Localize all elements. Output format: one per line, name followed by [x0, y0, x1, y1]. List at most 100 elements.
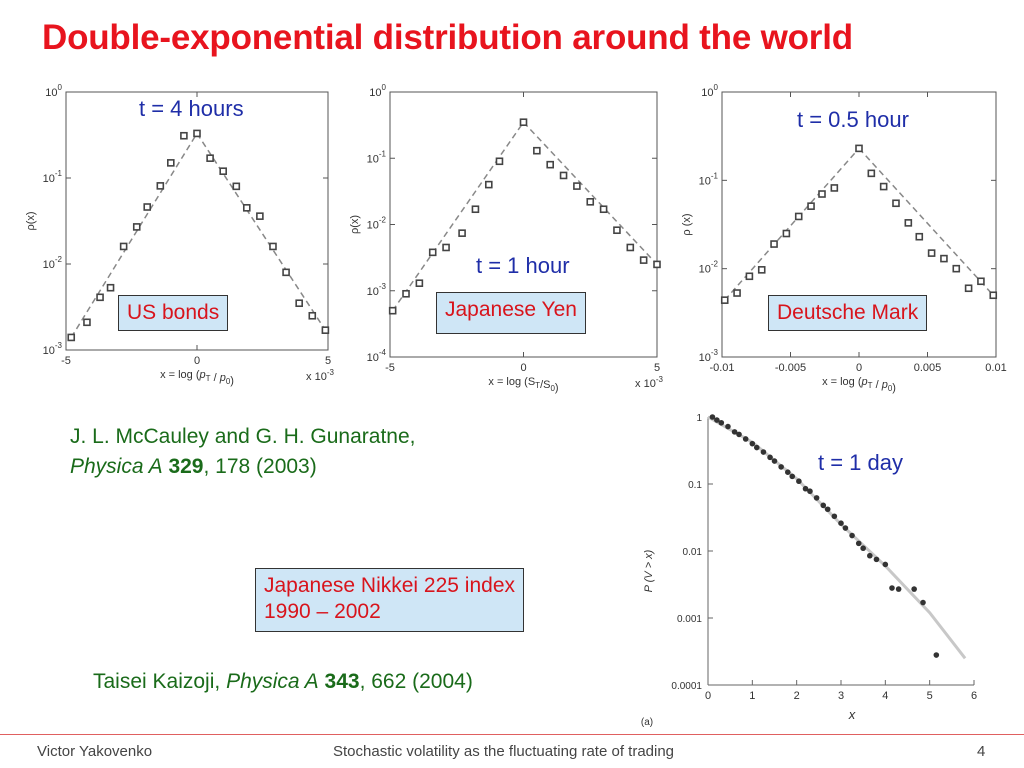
- fit-line-right: [858, 147, 994, 296]
- x-tick-label: 1: [749, 690, 755, 702]
- y-tick-label: 10-3: [43, 341, 63, 357]
- fit-line-right: [522, 121, 658, 265]
- data-point: [753, 444, 760, 451]
- data-point: [964, 284, 973, 293]
- x-tick-label: -5: [61, 355, 71, 367]
- data-point: [206, 154, 214, 162]
- data-point: [725, 423, 731, 430]
- chart-japanese-yen: 100 10-1 10-2 10-3 10-4-5 0 5x 10-3 x = log (ST…: [349, 83, 664, 394]
- data-point: [818, 190, 826, 198]
- data-point: [794, 212, 803, 221]
- data-point: [749, 440, 756, 447]
- data-point: [321, 326, 330, 334]
- data-point: [626, 243, 635, 252]
- chart-us-bonds: 100 10-1 10-2 10-3-5 0 5x 10-3 x = log (pT / p…: [25, 83, 335, 387]
- data-point: [402, 289, 410, 298]
- reference-mccauley-authors: J. L. McCauley and G. H. Gunaratne,: [70, 425, 416, 448]
- data-point: [796, 478, 802, 485]
- data-point: [767, 454, 773, 461]
- data-point: [770, 240, 778, 248]
- data-point: [860, 545, 866, 552]
- data-point: [920, 599, 926, 606]
- x-scale-label: x 10-3: [306, 368, 334, 383]
- x-tick-label: 0: [520, 362, 526, 374]
- data-point: [573, 182, 581, 190]
- data-point: [895, 586, 902, 592]
- data-point: [559, 171, 568, 180]
- x-tick-label: 6: [971, 690, 977, 702]
- journal-name: Physica A: [226, 670, 319, 693]
- data-point: [731, 429, 738, 435]
- volume: 329: [168, 455, 204, 478]
- data-point: [471, 205, 480, 214]
- data-point: [242, 204, 251, 212]
- data-point: [256, 212, 264, 220]
- data-point: [807, 202, 815, 210]
- data-point: [736, 431, 742, 438]
- x-tick-label: 0: [194, 355, 200, 367]
- y-tick-label: 0.1: [688, 480, 702, 491]
- y-tick-label: 100: [701, 83, 718, 99]
- fit-line-left: [392, 121, 525, 312]
- data-point: [428, 248, 437, 257]
- data-point: [867, 169, 876, 178]
- data-point: [106, 283, 115, 292]
- data-point: [778, 464, 784, 470]
- y-tick-label: 10-2: [43, 255, 63, 271]
- time-label-4-hours: t = 4 hours: [139, 96, 244, 121]
- y-tick-label: 10-1: [699, 171, 719, 187]
- box-deutsche-mark: Deutsche Mark: [768, 295, 928, 331]
- reference-kaizoji-author: Taisei Kaizoji,: [93, 670, 221, 693]
- y-axis-label: P (V > x): [643, 549, 655, 592]
- time-label-1-hour: t = 1 hour: [476, 253, 570, 278]
- data-point: [282, 268, 290, 277]
- data-point: [831, 513, 838, 520]
- y-axis-label: ρ(x): [349, 215, 361, 234]
- data-point: [613, 226, 621, 235]
- data-point: [733, 289, 741, 297]
- data-point: [96, 293, 104, 302]
- data-point: [889, 585, 895, 591]
- data-point: [838, 520, 844, 526]
- data-point: [757, 266, 766, 274]
- data-point: [415, 279, 424, 288]
- fit-line-left: [724, 147, 860, 301]
- data-point: [807, 488, 813, 495]
- y-tick-label: 10-1: [43, 169, 63, 185]
- panel-tag: (a): [641, 717, 653, 728]
- time-label-half-hour: t = 0.5 hour: [797, 107, 909, 132]
- x-tick-label: -0.01: [709, 362, 734, 374]
- data-point: [933, 652, 940, 658]
- fit-line-right: [196, 132, 327, 331]
- data-point: [156, 182, 165, 190]
- x-tick-label: 0.01: [985, 362, 1006, 374]
- box-nikkei: Japanese Nikkei 225 index 1990 – 2002: [255, 568, 524, 632]
- y-tick-label: 1: [696, 413, 702, 424]
- data-point: [760, 449, 767, 455]
- nikkei-years: 1990 – 2002: [264, 600, 381, 623]
- data-point: [940, 254, 948, 263]
- data-point: [653, 260, 661, 269]
- reference-kaizoji: Taisei Kaizoji, Physica A 343, 662 (2004…: [93, 667, 473, 697]
- reference-mccauley: J. L. McCauley and G. H. Gunaratne, Phys…: [70, 422, 416, 482]
- time-label-1-day: t = 1 day: [818, 450, 904, 475]
- data-point: [132, 223, 141, 231]
- data-point: [904, 219, 913, 227]
- reference-mccauley-citation: Physica A 329, 178 (2003): [70, 452, 416, 482]
- data-point: [911, 586, 917, 592]
- data-point: [495, 157, 504, 166]
- data-point: [458, 229, 466, 237]
- data-point: [813, 495, 820, 501]
- x-tick-label: 5: [325, 355, 331, 367]
- data-point: [820, 502, 827, 509]
- data-point: [802, 485, 809, 492]
- data-point: [442, 243, 450, 252]
- data-point: [599, 205, 608, 214]
- box-us-bonds: US bonds: [118, 295, 229, 331]
- data-point: [882, 561, 889, 568]
- data-point: [873, 556, 880, 563]
- footer-page-number: 4: [977, 743, 986, 760]
- x-tick-label: 4: [882, 690, 888, 702]
- data-point: [867, 552, 873, 559]
- y-tick-label: 100: [45, 83, 62, 99]
